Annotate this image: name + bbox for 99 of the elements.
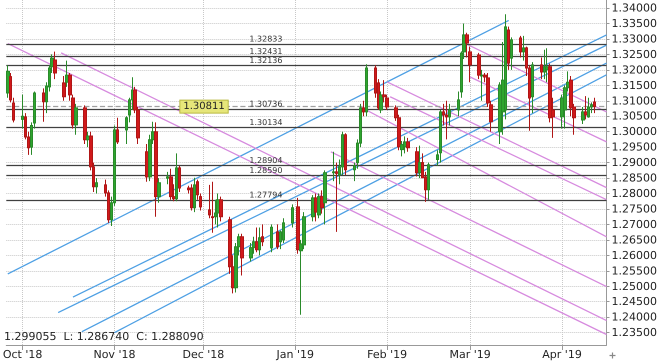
candlestick [418,145,422,179]
candlestick [362,100,365,117]
candlestick [216,193,220,228]
x-tick-label: Jan '19 [276,348,314,361]
annotation: 1.299055 L: 1.286740 C: 1.288090 [4,330,204,343]
candlestick [157,178,161,204]
y-tick-label: 1.33000 [612,32,658,46]
candlestick [258,227,261,256]
y-tick-label: 1.34000 [612,2,658,15]
candlestick [270,224,273,253]
candlestick [477,52,481,80]
candlestick [317,193,321,219]
candlestick [193,177,196,213]
y-tick-label: 1.26500 [612,233,658,246]
candlestick [169,168,173,200]
candlestick [522,35,525,62]
candlestick [335,162,339,232]
candlestick [531,62,534,114]
y-tick-label: 1.24500 [612,295,658,308]
candlestick [21,94,24,130]
y-tick-label: 1.24000 [612,310,658,324]
candlestick [166,171,170,185]
x-tick-label: Apr '19 [542,348,582,361]
candlestick [276,224,279,250]
candlestick [190,184,193,212]
candlestick [332,151,336,182]
candlestick [406,137,410,152]
y-tick-label: 1.30000 [612,125,658,138]
candlestick [415,146,419,178]
candlestick [53,51,57,80]
candlestick [83,104,87,145]
ref-line-label: 1.32431 [249,47,282,56]
y-tick-label: 1.28500 [612,172,658,185]
y-tick-label: 1.32500 [612,48,658,61]
candlestick [154,122,158,218]
candlestick [255,227,259,253]
candlestick [175,152,178,202]
ref-line-label: 1.32833 [249,34,282,44]
candlestick [219,196,223,222]
ref-line-label: 1.27794 [249,190,282,200]
candlestick [261,224,264,247]
candlestick [439,110,442,164]
candlestick [448,103,451,126]
candlestick [545,48,549,83]
y-tick-label: 1.27000 [612,218,658,231]
x-tick-label: Nov '18 [93,348,136,361]
candlestick [480,69,484,102]
x-tick-label: Oct '18 [2,348,42,361]
candlestick [320,190,324,214]
candlestick [543,49,546,80]
candlestick [291,204,294,228]
x-tick-label: Feb '19 [367,348,408,361]
candlestick [581,106,585,124]
candlestick [344,132,347,176]
candlestick [593,97,596,114]
y-tick-label: 1.33500 [612,16,658,30]
y-tick-label: 1.32000 [612,63,658,76]
y-tick-label: 1.25500 [612,264,658,278]
x-tick-label: Mar '19 [450,348,491,361]
candlestick [507,26,510,70]
candlestick [62,76,66,102]
candlestick [584,96,588,120]
candlestick [519,35,522,58]
candlestick [540,57,543,80]
ref-line-label: 1.30736 [249,99,282,108]
candlestick [65,60,69,88]
y-tick-label: 1.29000 [612,156,658,170]
candlestick [178,165,181,192]
y-tick-label: 1.27500 [612,202,658,216]
candlestick [445,100,448,140]
y-tick-label: 1.31000 [612,94,658,108]
candlestick [42,88,45,122]
x-tick-label: Dec '18 [182,348,224,361]
y-tick-label: 1.23500 [612,326,658,340]
candlestick [590,102,593,114]
candlestick [400,140,404,157]
y-tick-label: 1.25000 [612,280,658,293]
candlestick [403,136,407,154]
y-tick-label: 1.29500 [612,140,658,154]
candlestick [86,131,90,148]
candlestick [240,233,244,276]
candlestick [211,181,214,234]
candlestick [379,91,383,114]
y-tick-label: 1.31500 [612,78,658,92]
ref-line-label: 1.30134 [249,118,282,128]
y-tick-label: 1.26000 [612,248,658,262]
candlestick [95,178,98,194]
candlestick [323,170,327,225]
ref-line-label: 1.32136 [249,56,282,66]
candlestick [510,36,513,70]
candlestick [74,103,78,136]
y-tick-label: 1.28000 [612,187,658,200]
candlestick [296,197,300,254]
candlestick [365,64,368,117]
candlestick [427,162,430,200]
y-tick-label: 1.30500 [612,110,658,123]
candlestick [116,117,119,145]
candlestick [587,97,590,118]
ref-line-label: 1.30811 [183,101,225,112]
